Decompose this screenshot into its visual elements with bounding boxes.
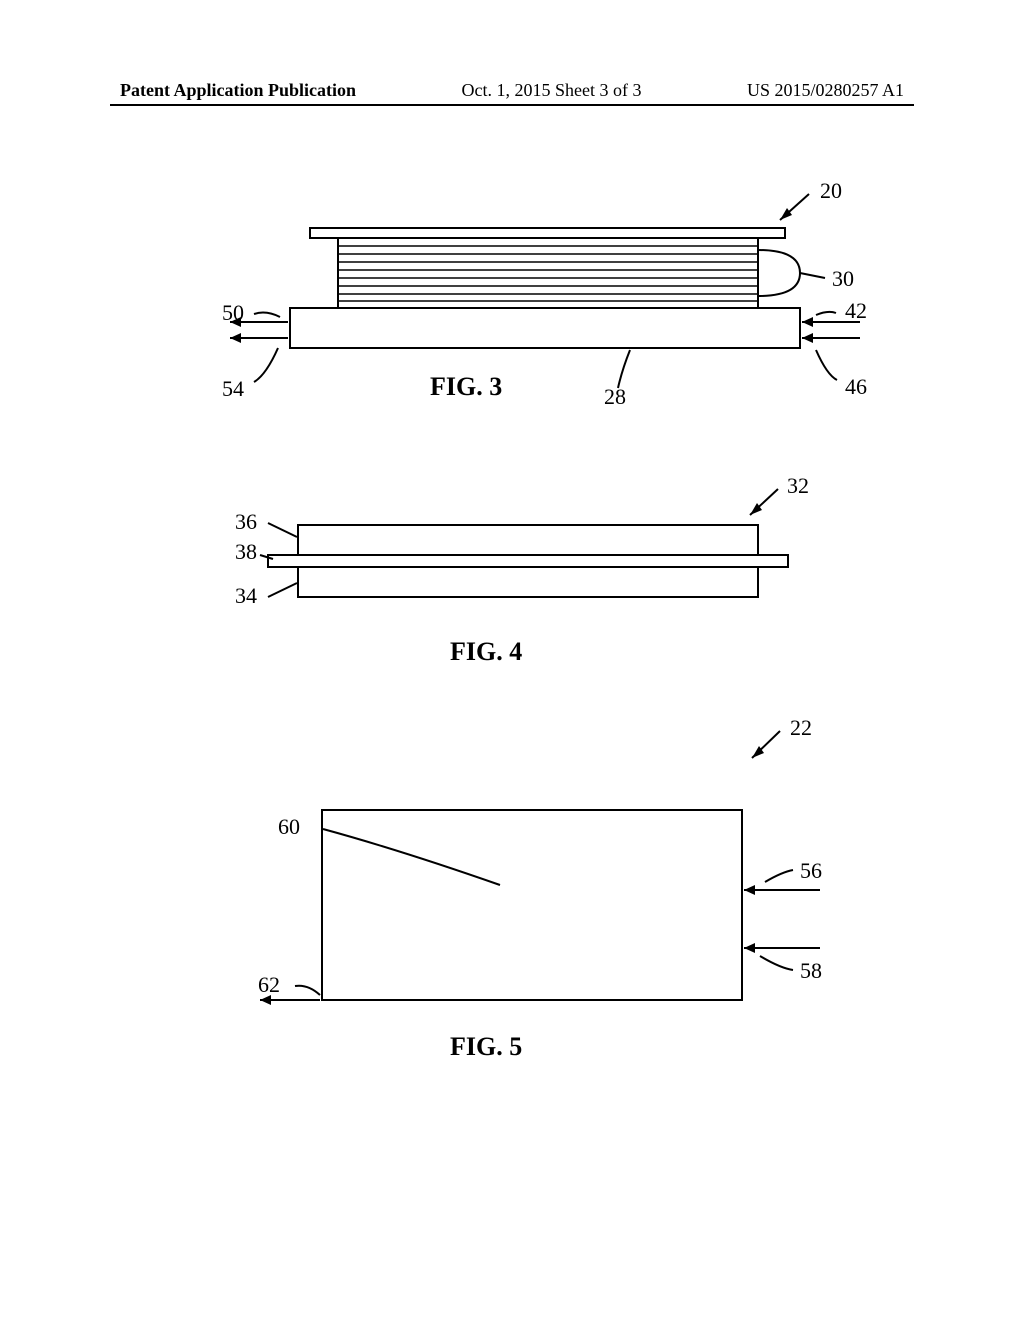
- svg-text:28: 28: [604, 384, 626, 409]
- figure-5: 22 60 56 58 62 FIG. 5: [0, 720, 1024, 1080]
- svg-text:50: 50: [222, 300, 244, 325]
- fig5-label: FIG. 5: [450, 1032, 522, 1061]
- header-center: Oct. 1, 2015 Sheet 3 of 3: [462, 80, 642, 101]
- svg-text:46: 46: [845, 374, 867, 399]
- svg-text:20: 20: [820, 178, 842, 203]
- header-rule: [110, 104, 914, 106]
- fig5-svg: 22 60 56 58 62 FIG. 5: [0, 720, 1024, 1080]
- svg-text:32: 32: [787, 475, 809, 498]
- svg-text:54: 54: [222, 376, 244, 401]
- svg-text:58: 58: [800, 958, 822, 983]
- header-left: Patent Application Publication: [120, 80, 356, 101]
- svg-text:30: 30: [832, 266, 854, 291]
- svg-text:60: 60: [278, 814, 300, 839]
- fig3-label: FIG. 3: [430, 372, 502, 401]
- figure-3: 20 30 42 46 50 54 28 FIG. 3: [0, 170, 1024, 420]
- header-right: US 2015/0280257 A1: [747, 80, 904, 101]
- svg-text:62: 62: [258, 972, 280, 997]
- svg-text:34: 34: [235, 583, 257, 608]
- svg-text:36: 36: [235, 509, 257, 534]
- figure-4: 32 36 38 34 FIG. 4: [0, 475, 1024, 675]
- svg-text:56: 56: [800, 858, 822, 883]
- fig4-label: FIG. 4: [450, 637, 522, 666]
- svg-text:22: 22: [790, 720, 812, 740]
- fig4-svg: 32 36 38 34 FIG. 4: [0, 475, 1024, 675]
- page-header: Patent Application Publication Oct. 1, 2…: [0, 80, 1024, 101]
- fig3-svg: 20 30 42 46 50 54 28 FIG. 3: [0, 170, 1024, 420]
- svg-text:38: 38: [235, 539, 257, 564]
- svg-text:42: 42: [845, 298, 867, 323]
